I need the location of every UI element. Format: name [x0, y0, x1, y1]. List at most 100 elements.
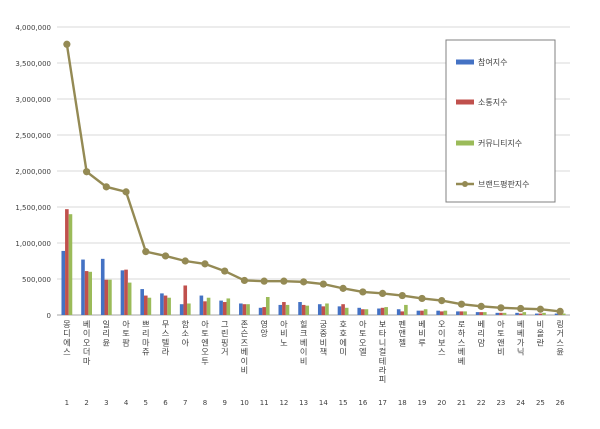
x-category-labels: 몽 디 에 스 베 이 오 더 마 일 리 윤 아 토 팜 쁘 리 마 쥬 무 스 텔 라 함 소 아 아 토 엔 오 투 그 린 핑 거 존 슨 즈 베 이…	[63, 319, 564, 384]
line-point-19	[418, 294, 426, 303]
legend-label-1: 참여지수	[478, 57, 507, 67]
y-tick-label: 3,000,000	[15, 96, 51, 104]
line-point-3	[102, 183, 110, 191]
bar-3-23	[502, 312, 507, 315]
line-point-15	[339, 284, 347, 292]
y-tick-label: 2,000,000	[15, 168, 51, 176]
x-rank-label: 21	[457, 399, 466, 407]
bar-2-8	[203, 301, 207, 315]
bar-1-9	[219, 300, 223, 315]
bar-2-16	[361, 309, 365, 315]
bar-3-26	[561, 313, 566, 315]
legend-swatch-1	[456, 59, 474, 65]
bar-3-10	[246, 304, 250, 315]
line-point-5	[142, 248, 150, 256]
x-rank-labels: 1 2 3 4 5 6 7 8 9 10 11 12 13 14 15 16 17 18 19 20 21 22 23 24 2…	[65, 399, 565, 407]
x-rank-label: 4	[124, 399, 129, 407]
bar-3-5	[147, 297, 152, 315]
line-point-12	[280, 277, 288, 285]
x-rank-label: 11	[260, 399, 269, 407]
bar-3-24	[522, 312, 527, 315]
x-rank-label: 19	[418, 399, 427, 407]
x-rank-label: 10	[240, 399, 249, 407]
line-point-11	[260, 277, 268, 285]
x-rank-label: 3	[104, 399, 108, 407]
legend-swatch-2	[456, 99, 474, 105]
y-tick-label: 1,000,000	[15, 240, 51, 248]
bar-1-11	[258, 307, 263, 315]
bar-2-5	[143, 295, 148, 315]
x-rank-label: 9	[222, 399, 226, 407]
bar-1-21	[456, 311, 460, 315]
line-series	[63, 40, 564, 315]
x-rank-label: 12	[279, 399, 288, 407]
bar-2-24	[518, 313, 523, 315]
x-rank-label: 18	[398, 399, 407, 407]
bar-2-3	[104, 279, 109, 315]
bar-3-8	[206, 297, 211, 315]
bar-3-4	[127, 282, 132, 315]
bar-1-3	[100, 258, 105, 315]
x-rank-label: 23	[496, 399, 505, 407]
x-rank-label: 2	[84, 399, 88, 407]
y-tick-label: 500,000	[22, 276, 51, 284]
bar-3-2	[88, 271, 92, 315]
x-rank-label: 8	[203, 399, 207, 407]
line-point-7	[181, 257, 189, 265]
x-rank-label: 15	[339, 399, 348, 407]
bar-2-23	[499, 312, 503, 315]
bar-3-16	[364, 309, 369, 315]
bar-1-18	[396, 309, 401, 315]
bar-3-25	[542, 312, 546, 315]
bar-2-25	[538, 313, 543, 315]
bar-1-23	[495, 312, 500, 315]
line-point-20	[438, 297, 446, 305]
bar-1-17	[377, 308, 381, 315]
line-point-22	[477, 302, 485, 310]
bar-2-7	[183, 285, 188, 315]
line-point-2	[82, 168, 91, 176]
bar-1-6	[160, 293, 164, 315]
bar-2-22	[479, 312, 484, 315]
y-tick-label: 0	[47, 312, 51, 320]
bar-3-22	[483, 312, 487, 315]
x-rank-label: 25	[536, 399, 545, 407]
x-rank-label: 13	[299, 399, 308, 407]
line-point-25	[536, 305, 545, 313]
bar-2-1	[65, 209, 69, 315]
bar-1-25	[535, 313, 539, 315]
bar-2-9	[222, 302, 227, 315]
legend-label-4: 브랜드평판지수	[478, 179, 530, 189]
bar-3-21	[463, 311, 467, 315]
bar-1-20	[436, 310, 440, 315]
bar-1-12	[278, 304, 283, 315]
legend-box	[445, 39, 556, 203]
bar-3-1	[68, 214, 73, 315]
bar-2-15	[341, 304, 345, 315]
bar-1-22	[475, 312, 480, 315]
bar-3-18	[404, 304, 408, 315]
bar-2-12	[282, 302, 286, 315]
line-point-1	[63, 40, 71, 48]
bar-1-1	[61, 250, 66, 315]
line-point-9	[221, 267, 229, 275]
bar-1-13	[298, 302, 302, 315]
bar-1-26	[554, 313, 559, 315]
legend-swatch-marker	[462, 181, 468, 187]
